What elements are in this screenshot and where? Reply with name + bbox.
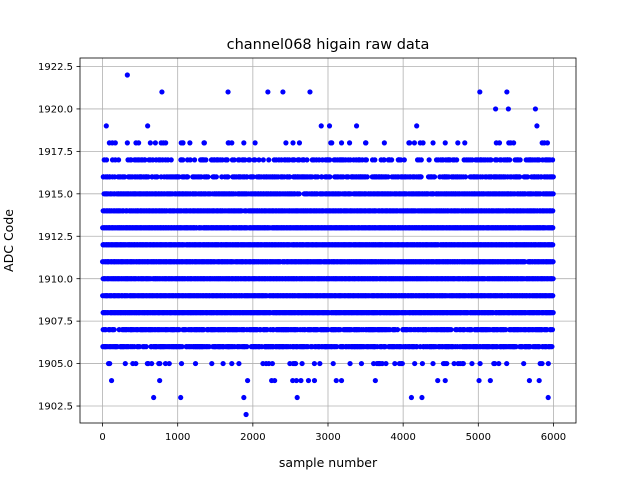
- data-point: [185, 174, 190, 179]
- data-point: [157, 361, 162, 366]
- data-point: [290, 140, 295, 145]
- data-point: [347, 140, 352, 145]
- data-point: [504, 361, 509, 366]
- data-point: [365, 174, 370, 179]
- data-point: [148, 140, 153, 145]
- data-point: [229, 361, 234, 366]
- data-point: [359, 361, 364, 366]
- data-point: [402, 157, 407, 162]
- data-point: [203, 157, 208, 162]
- data-point: [420, 361, 425, 366]
- data-point: [179, 361, 184, 366]
- data-point: [214, 174, 219, 179]
- data-point: [180, 157, 185, 162]
- data-point: [104, 157, 109, 162]
- data-point: [455, 140, 460, 145]
- data-point: [463, 174, 468, 179]
- data-point: [236, 361, 241, 366]
- data-point: [496, 361, 501, 366]
- data-point: [448, 327, 453, 332]
- data-point: [419, 157, 424, 162]
- data-point: [153, 140, 158, 145]
- data-point: [392, 361, 397, 366]
- data-point: [420, 140, 425, 145]
- data-point: [317, 361, 322, 366]
- data-point: [225, 174, 230, 179]
- data-point: [331, 361, 336, 366]
- data-point: [149, 361, 154, 366]
- data-point: [293, 361, 298, 366]
- data-point: [304, 157, 309, 162]
- data-point: [209, 361, 214, 366]
- data-point: [430, 361, 435, 366]
- data-point: [116, 157, 121, 162]
- data-point: [112, 327, 117, 332]
- data-point: [107, 361, 112, 366]
- data-point: [244, 344, 249, 349]
- data-point: [205, 174, 210, 179]
- data-point: [518, 157, 523, 162]
- data-point: [364, 157, 369, 162]
- data-point: [167, 361, 172, 366]
- data-point: [144, 344, 149, 349]
- data-point: [299, 361, 304, 366]
- data-point: [412, 361, 417, 366]
- data-point: [266, 157, 271, 162]
- data-point: [469, 361, 474, 366]
- data-point: [297, 191, 302, 196]
- data-point: [389, 157, 394, 162]
- data-point: [383, 361, 388, 366]
- data-point: [169, 157, 174, 162]
- data-point: [521, 361, 526, 366]
- data-point: [444, 361, 449, 366]
- data-point: [461, 361, 466, 366]
- data-point: [477, 361, 482, 366]
- data-point: [261, 157, 266, 162]
- data-point: [225, 157, 230, 162]
- data-point: [347, 361, 352, 366]
- data-point: [507, 157, 512, 162]
- data-point: [192, 157, 197, 162]
- data-point: [427, 157, 432, 162]
- data-point: [372, 157, 377, 162]
- data-point: [400, 361, 405, 366]
- data-point: [187, 140, 192, 145]
- data-point: [430, 140, 435, 145]
- data-point: [193, 361, 198, 366]
- data-point: [312, 361, 317, 366]
- data-point: [270, 361, 275, 366]
- data-point: [123, 361, 128, 366]
- data-point: [221, 361, 226, 366]
- chart-title: channel068 higain raw data: [227, 37, 430, 53]
- gridlines: [80, 58, 576, 423]
- data-point: [419, 174, 424, 179]
- data-point: [133, 361, 138, 366]
- data-point: [395, 327, 400, 332]
- data-point: [407, 140, 412, 145]
- data-point: [327, 174, 332, 179]
- data-point: [432, 174, 437, 179]
- data-point: [454, 157, 459, 162]
